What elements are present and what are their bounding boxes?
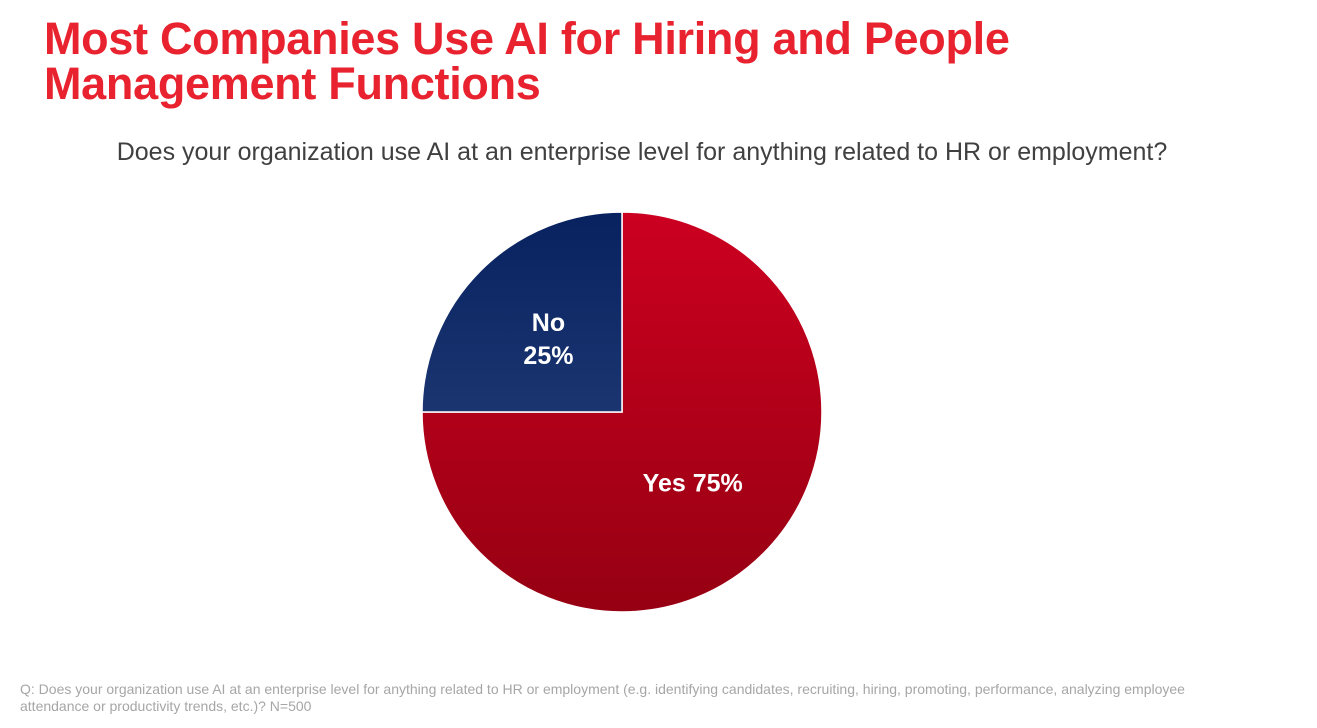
slice-label-no: No 25% — [523, 309, 573, 370]
slice-label-yes: Yes 75% — [643, 470, 743, 498]
survey-footnote: Q: Does your organization use AI at an e… — [20, 681, 1185, 714]
slice-label-line: 25% — [523, 342, 573, 370]
chart-question: Does your organization use AI at an ente… — [116, 138, 1168, 166]
slice-label-line: No — [532, 309, 565, 337]
pie-slice-no — [421, 211, 623, 413]
pie-slice-yes — [421, 211, 823, 613]
slice-label-line: Yes 75% — [643, 470, 743, 498]
slide-title: Most Companies Use AI for Hiring and Peo… — [44, 13, 1010, 109]
